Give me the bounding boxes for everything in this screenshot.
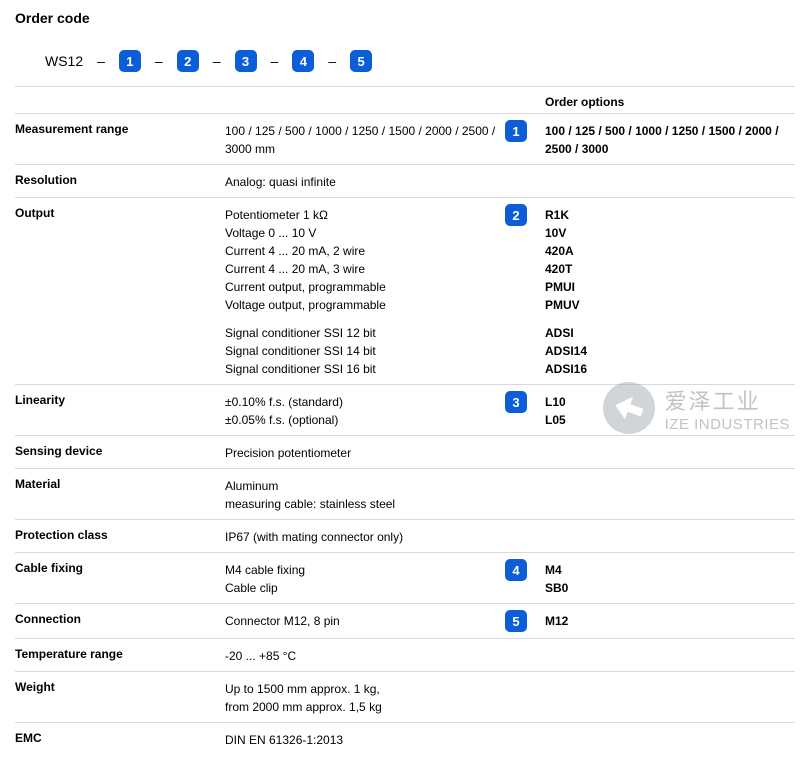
- spec-options: [545, 475, 795, 477]
- spec-options: [545, 526, 795, 528]
- spec-badge-cell: 2: [505, 204, 545, 226]
- spec-row: Temperature range-20 ... +85 °C: [15, 638, 795, 671]
- spec-badge-cell: 4: [505, 559, 545, 581]
- spec-row: ResolutionAnalog: quasi infinite: [15, 164, 795, 197]
- spec-label: EMC: [15, 729, 225, 745]
- order-code-line: WS12 – 1 – 2 – 3 – 4 – 5: [15, 38, 795, 87]
- spec-value: Precision potentiometer: [225, 442, 505, 462]
- spec-label: Sensing device: [15, 442, 225, 458]
- options-header: Order options: [545, 95, 795, 109]
- spec-row: MaterialAluminum measuring cable: stainl…: [15, 468, 795, 519]
- dash: –: [271, 53, 279, 69]
- spec-row: WeightUp to 1500 mm approx. 1 kg, from 2…: [15, 671, 795, 722]
- spec-options: [545, 678, 795, 680]
- order-prefix: WS12: [45, 53, 83, 69]
- slot-badge-2: 2: [177, 50, 199, 72]
- spec-value: Aluminum measuring cable: stainless stee…: [225, 475, 505, 513]
- spec-value: Analog: quasi infinite: [225, 171, 505, 191]
- spec-row: EMCDIN EN 61326-1:2013: [15, 722, 795, 755]
- spec-value: Connector M12, 8 pin: [225, 610, 505, 630]
- spec-options: R1K 10V 420A 420T PMUI PMUV: [545, 204, 795, 314]
- spec-value: DIN EN 61326-1:2013: [225, 729, 505, 749]
- slot-badge-3: 3: [235, 50, 257, 72]
- spec-badge: 2: [505, 204, 527, 226]
- spec-value: Potentiometer 1 kΩ Voltage 0 ... 10 V Cu…: [225, 204, 505, 314]
- spec-label: Temperature range: [15, 645, 225, 661]
- page-title: Order code: [15, 10, 795, 26]
- spec-label: Cable fixing: [15, 559, 225, 575]
- spec-options: [545, 645, 795, 647]
- spec-options: L10 L05: [545, 391, 795, 429]
- spec-label: Output: [15, 204, 225, 220]
- spec-label: Protection class: [15, 526, 225, 542]
- spec-label: Measurement range: [15, 120, 225, 136]
- spec-value: -20 ... +85 °C: [225, 645, 505, 665]
- spec-badge-cell: 3: [505, 391, 545, 413]
- spec-value: ±0.10% f.s. (standard) ±0.05% f.s. (opti…: [225, 391, 505, 429]
- spec-options: [545, 171, 795, 173]
- options-header-row: Order options: [15, 87, 795, 113]
- slot-badge-1: 1: [119, 50, 141, 72]
- dash: –: [328, 53, 336, 69]
- spec-sub-options: ADSI ADSI14 ADSI16: [545, 324, 795, 378]
- spec-row: OutputPotentiometer 1 kΩ Voltage 0 ... 1…: [15, 197, 795, 320]
- spec-badge-cell: 5: [505, 610, 545, 632]
- spec-label: Weight: [15, 678, 225, 694]
- spec-row: ConnectionConnector M12, 8 pin5 M12: [15, 603, 795, 638]
- spec-subrow: Signal conditioner SSI 12 bit Signal con…: [15, 320, 795, 384]
- spec-row: Linearity±0.10% f.s. (standard) ±0.05% f…: [15, 384, 795, 435]
- slot-badge-5: 5: [350, 50, 372, 72]
- spec-badge: 4: [505, 559, 527, 581]
- spec-options: [545, 442, 795, 444]
- spec-table: Measurement range100 / 125 / 500 / 1000 …: [15, 113, 795, 755]
- spec-options: M4 SB0: [545, 559, 795, 597]
- spec-row: Protection classIP67 (with mating connec…: [15, 519, 795, 552]
- spec-options: 100 / 125 / 500 / 1000 / 1250 / 1500 / 2…: [545, 120, 795, 158]
- spec-options: [545, 729, 795, 731]
- spec-badge: 5: [505, 610, 527, 632]
- spec-value: Up to 1500 mm approx. 1 kg, from 2000 mm…: [225, 678, 505, 716]
- spec-label: Material: [15, 475, 225, 491]
- dash: –: [155, 53, 163, 69]
- spec-label: Linearity: [15, 391, 225, 407]
- dash: –: [213, 53, 221, 69]
- spec-row: Measurement range100 / 125 / 500 / 1000 …: [15, 113, 795, 164]
- slot-badge-4: 4: [292, 50, 314, 72]
- spec-label: Resolution: [15, 171, 225, 187]
- spec-value: M4 cable fixing Cable clip: [225, 559, 505, 597]
- spec-row: Cable fixingM4 cable fixing Cable clip4M…: [15, 552, 795, 603]
- spec-row: Sensing devicePrecision potentiometer: [15, 435, 795, 468]
- spec-badge: 1: [505, 120, 527, 142]
- spec-sub-value: Signal conditioner SSI 12 bit Signal con…: [225, 324, 505, 378]
- spec-value: 100 / 125 / 500 / 1000 / 1250 / 1500 / 2…: [225, 120, 505, 158]
- spec-badge-cell: 1: [505, 120, 545, 142]
- spec-label: Connection: [15, 610, 225, 626]
- spec-options: M12: [545, 610, 795, 630]
- spec-badge: 3: [505, 391, 527, 413]
- dash: –: [97, 53, 105, 69]
- spec-value: IP67 (with mating connector only): [225, 526, 505, 546]
